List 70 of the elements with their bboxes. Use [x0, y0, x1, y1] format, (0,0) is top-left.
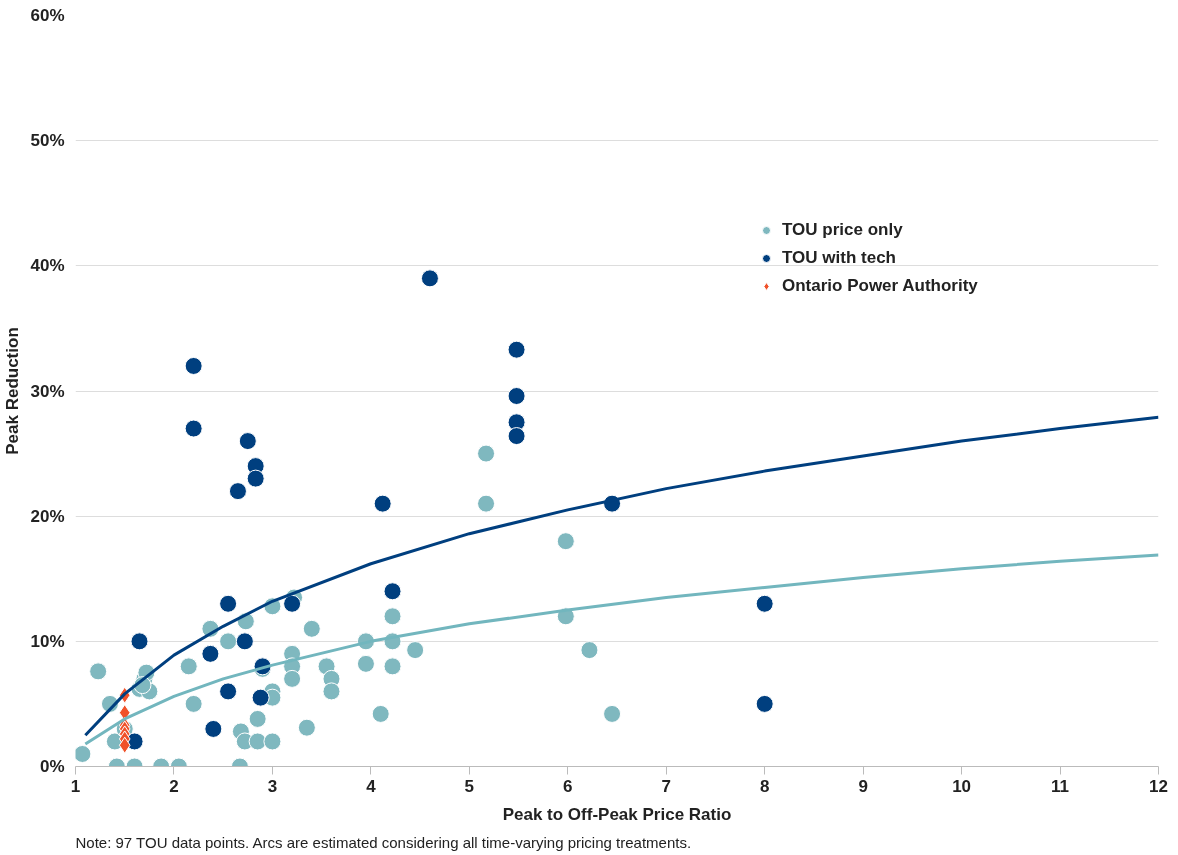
point	[755, 594, 774, 613]
x-tick-label: 4	[366, 776, 377, 796]
x-tick-label: 2	[169, 776, 179, 796]
point	[322, 682, 341, 701]
point	[507, 387, 526, 405]
x-tick-label: 9	[858, 776, 868, 796]
y-tick-label: 20%	[30, 506, 65, 526]
y-tick-label: 30%	[30, 381, 65, 401]
point	[507, 340, 526, 359]
x-tick-label: 10	[952, 776, 972, 796]
x-tick-label: 3	[267, 776, 278, 796]
point	[556, 532, 575, 551]
y-tick-label: 10%	[30, 631, 65, 651]
y-tick-label: 40%	[30, 256, 65, 276]
point	[130, 632, 149, 651]
x-tick-label: 12	[1149, 776, 1168, 796]
point	[283, 669, 302, 688]
x-tick-label: 11	[1051, 776, 1070, 796]
point	[89, 662, 108, 681]
y-tick-label: 0%	[39, 757, 65, 776]
point	[580, 641, 599, 660]
point	[507, 427, 526, 446]
point	[238, 432, 257, 451]
point	[118, 736, 131, 754]
point	[263, 732, 282, 751]
x-tick-label: 6	[563, 776, 573, 796]
point	[248, 732, 267, 751]
point	[356, 654, 375, 673]
point	[184, 356, 203, 375]
point	[235, 632, 254, 651]
point	[219, 682, 238, 701]
point	[603, 704, 622, 723]
point	[383, 582, 402, 601]
point	[477, 444, 496, 463]
point	[219, 594, 238, 613]
point	[251, 688, 270, 707]
x-tick-label: 7	[661, 776, 671, 796]
point	[179, 657, 198, 676]
legend-label: TOU with tech	[782, 248, 896, 268]
point	[371, 704, 390, 723]
point	[383, 657, 402, 676]
y-axis-title: Peak Reduction	[3, 327, 23, 455]
point	[406, 641, 425, 660]
point	[75, 745, 92, 763]
point	[228, 482, 247, 501]
point	[302, 619, 321, 638]
legend-label: Ontario Power Authority	[782, 276, 978, 296]
y-tick-label: 50%	[30, 131, 65, 151]
point	[755, 694, 774, 713]
x-tick-label: 1	[70, 776, 81, 796]
point	[383, 607, 402, 626]
x-axis-title: Peak to Off-Peak Price Ratio	[502, 804, 732, 824]
point	[373, 494, 392, 513]
point	[248, 709, 267, 728]
line-series	[83, 415, 1159, 737]
point	[184, 694, 203, 713]
x-tick-label: 5	[464, 776, 475, 796]
point	[204, 719, 223, 738]
point	[420, 269, 439, 288]
point	[184, 419, 203, 438]
y-tick-label: 60%	[30, 6, 65, 25]
point	[477, 494, 496, 513]
point	[246, 469, 265, 488]
point	[201, 644, 220, 663]
point	[297, 718, 316, 737]
x-tick-label: 8	[759, 776, 770, 796]
text: Note: 97 TOU data points. Arcs are estimated considering all time-varying pricing treatments.	[75, 833, 692, 851]
legend-label: TOU price only	[782, 220, 903, 240]
point	[283, 594, 302, 613]
point	[219, 632, 238, 651]
